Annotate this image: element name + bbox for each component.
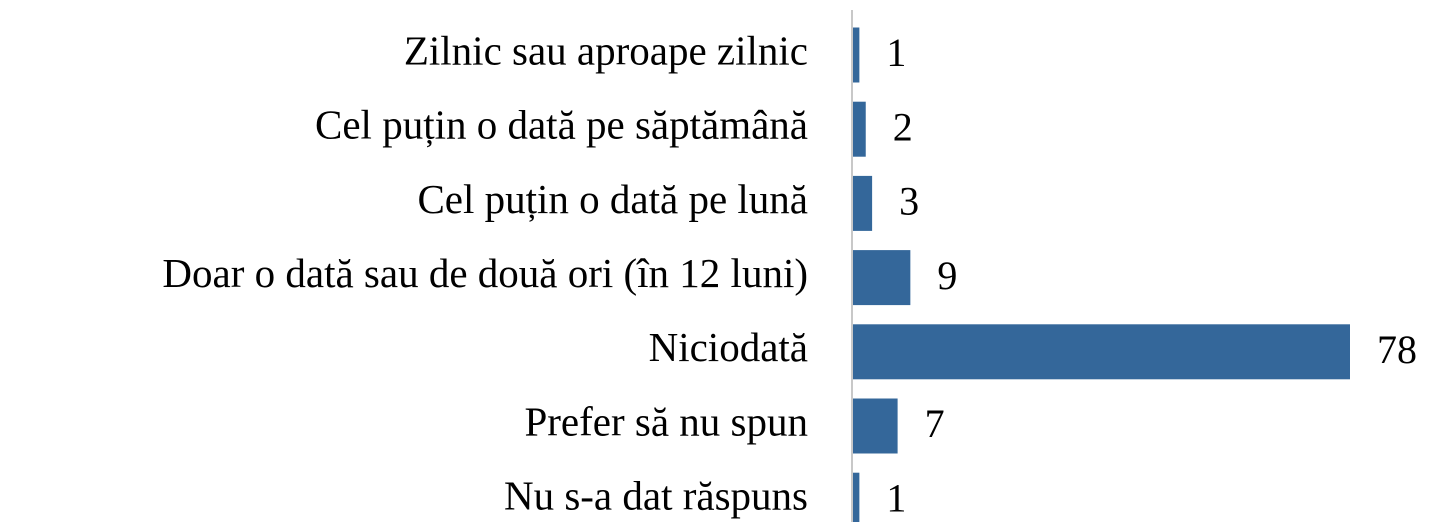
category-label: Zilnic sau aproape zilnic xyxy=(404,27,808,73)
value-label: 1 xyxy=(886,475,906,520)
category-label: Doar o dată sau de două ori (în 12 luni) xyxy=(162,250,808,296)
bar xyxy=(853,175,873,231)
category-label: Cel puțin o dată pe lună xyxy=(417,176,808,222)
category-label: Niciodată xyxy=(649,324,808,370)
value-label: 7 xyxy=(925,401,945,446)
bar xyxy=(853,250,911,306)
category-label: Prefer să nu spun xyxy=(524,398,808,444)
category-label: Nu s-a dat răspuns xyxy=(504,473,808,519)
category-label: Cel puțin o dată pe săptămână xyxy=(315,102,808,148)
bar xyxy=(853,27,860,83)
bar xyxy=(853,101,866,157)
value-label: 3 xyxy=(899,179,919,224)
value-label: 78 xyxy=(1377,327,1417,372)
value-label: 9 xyxy=(937,253,957,298)
bar xyxy=(853,398,898,454)
value-label: 1 xyxy=(886,30,906,75)
value-label: 2 xyxy=(893,104,913,149)
bar xyxy=(853,472,860,522)
bar xyxy=(853,324,1350,380)
